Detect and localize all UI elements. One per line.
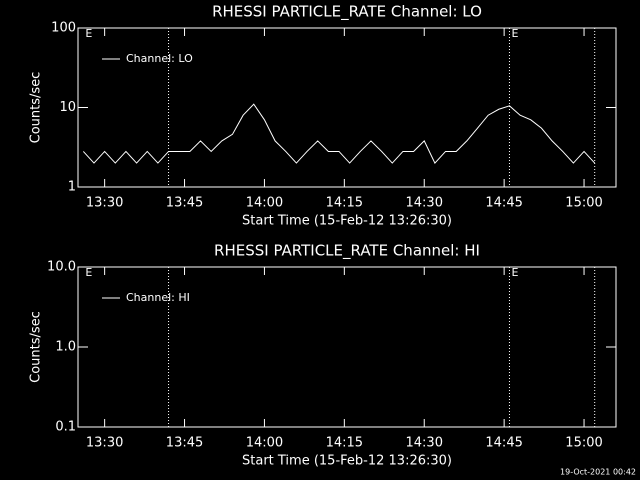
event-label: E [511,27,518,40]
x-tick-label: 13:45 [166,196,203,211]
event-label: E [511,266,518,279]
x-tick-label: 14:30 [406,436,443,451]
y-tick-label: 1.0 [55,340,76,355]
y-tick-label: 100 [51,21,76,36]
x-tick-label: 13:30 [86,196,123,211]
y-tick-label: 0.1 [55,420,76,435]
x-tick-label: 14:45 [485,196,522,211]
y-tick-label: 10 [59,100,76,115]
x-axis-label: Start Time (15-Feb-12 13:26:30) [242,454,452,469]
legend-label: Channel: HI [126,291,190,304]
y-tick-label: 1 [68,180,76,195]
timestamp: 19-Oct-2021 00:42 [560,468,636,477]
x-tick-label: 14:15 [326,196,363,211]
event-label: E [85,266,92,279]
chart-title: RHESSI PARTICLE_RATE Channel: HI [214,242,480,261]
x-tick-label: 14:30 [406,196,443,211]
y-axis-label: Counts/sec [29,311,44,383]
legend-label: Channel: LO [126,52,193,65]
x-tick-label: 15:00 [565,196,602,211]
x-tick-label: 14:00 [246,436,283,451]
y-axis-label: Counts/sec [29,72,44,144]
event-label: E [85,27,92,40]
chart-title: RHESSI PARTICLE_RATE Channel: LO [212,3,482,22]
x-tick-label: 14:00 [246,196,283,211]
x-tick-label: 14:15 [326,436,363,451]
x-tick-label: 14:45 [485,436,522,451]
x-axis-label: Start Time (15-Feb-12 13:26:30) [242,214,452,229]
x-tick-label: 13:45 [166,436,203,451]
x-tick-label: 15:00 [565,436,602,451]
x-tick-label: 13:30 [86,436,123,451]
data-line [82,103,596,164]
y-tick-label: 10.0 [47,260,76,275]
